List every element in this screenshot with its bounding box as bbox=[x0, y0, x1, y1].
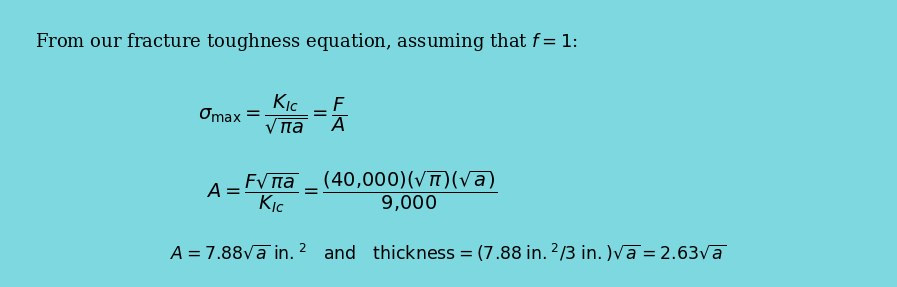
Text: $\sigma_{\max} = \dfrac{K_{Ic}}{\sqrt{\pi a}} = \dfrac{F}{A}$: $\sigma_{\max} = \dfrac{K_{Ic}}{\sqrt{\p… bbox=[198, 93, 347, 137]
Text: $A = 7.88\sqrt{a}\;\mathrm{in.}^{2} \quad \mathrm{and} \quad \mathrm{thickness} : $A = 7.88\sqrt{a}\;\mathrm{in.}^{2} \qua… bbox=[170, 242, 727, 264]
Text: From our fracture toughness equation, assuming that $f = 1$:: From our fracture toughness equation, as… bbox=[35, 31, 579, 53]
Text: $A = \dfrac{F\sqrt{\pi a}}{K_{Ic}} = \dfrac{(40{,}000)(\sqrt{\pi})(\sqrt{a})}{9{: $A = \dfrac{F\sqrt{\pi a}}{K_{Ic}} = \df… bbox=[206, 168, 497, 215]
